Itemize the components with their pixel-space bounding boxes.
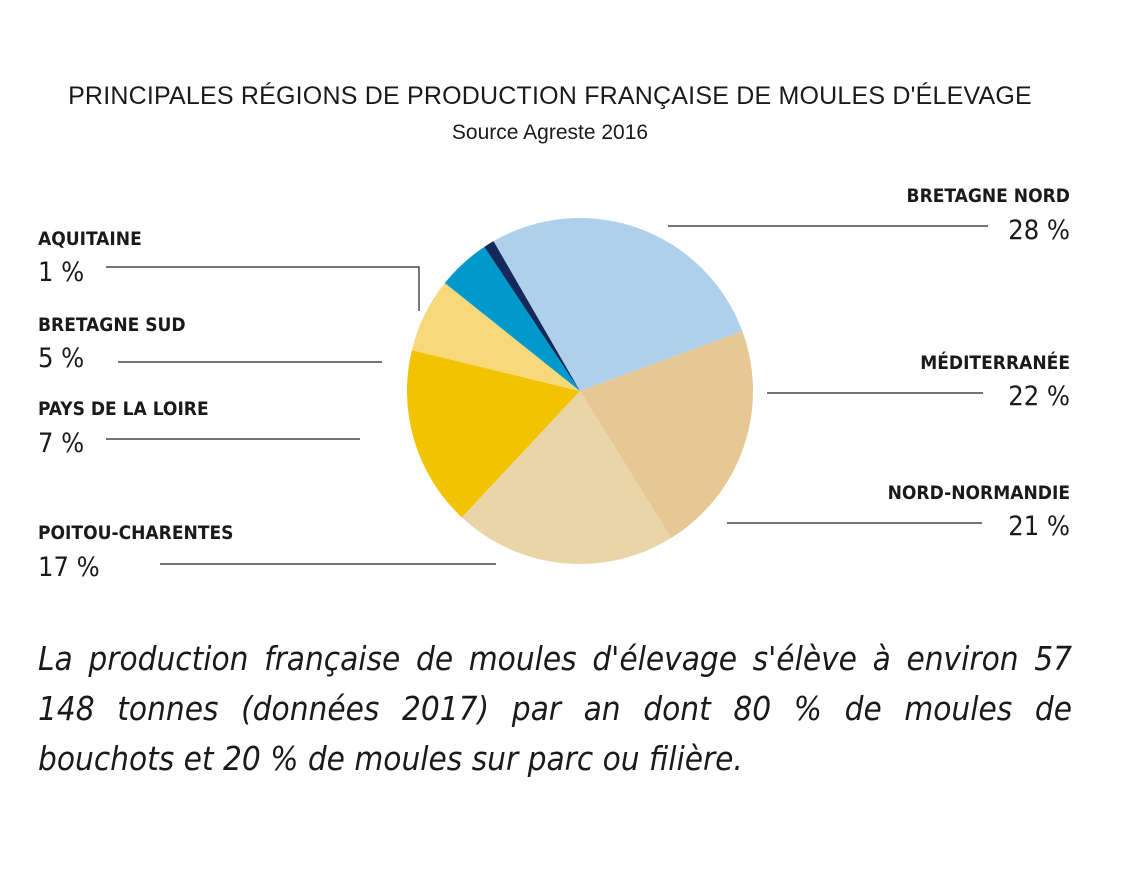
pie-slices (407, 218, 753, 565)
slice-label-name-0: BRETAGNE NORD (907, 185, 1070, 207)
chart-title: PRINCIPALES RÉGIONS DE PRODUCTION FRANÇA… (68, 82, 1032, 110)
slice-label-name-2: NORD-NORMANDIE (888, 482, 1070, 504)
pie-slice-5 (444, 246, 580, 391)
pie-slice-1 (580, 331, 753, 539)
slice-label-name-4: PAYS DE LA LOIRE (38, 398, 209, 420)
chart-subtitle: Source Agreste 2016 (451, 121, 649, 144)
slice-label-value-5: 5 % (38, 343, 84, 374)
slice-label-name-5: BRETAGNE SUD (38, 314, 186, 336)
slice-label-name-6: AQUITAINE (38, 228, 142, 250)
leader-lines (106, 225, 988, 565)
slice-label-name-3: POITOU-CHARENTES (38, 522, 233, 544)
leader-line-6 (106, 266, 420, 311)
pie-slice-6 (484, 241, 580, 391)
pie-slice-0 (493, 218, 743, 391)
slice-label-name-1: MÉDITERRANÉE (920, 351, 1070, 374)
slice-label-value-3: 17 % (38, 552, 100, 583)
slice-label-value-1: 22 % (1008, 381, 1070, 412)
slice-label-value-2: 21 % (1008, 511, 1070, 542)
slice-label-value-4: 7 % (38, 428, 84, 459)
pie-slice-4 (411, 283, 580, 391)
slice-label-value-0: 28 % (1008, 215, 1070, 246)
slice-labels: BRETAGNE NORD 28 % MÉDITERRANÉE 22 % NORD-NO… (38, 185, 1070, 583)
slice-label-value-6: 1 % (38, 257, 84, 288)
caption-text: La production française de moules d'élev… (38, 639, 1072, 778)
pie-slice-3 (407, 350, 580, 518)
pie-slice-2 (461, 391, 672, 565)
